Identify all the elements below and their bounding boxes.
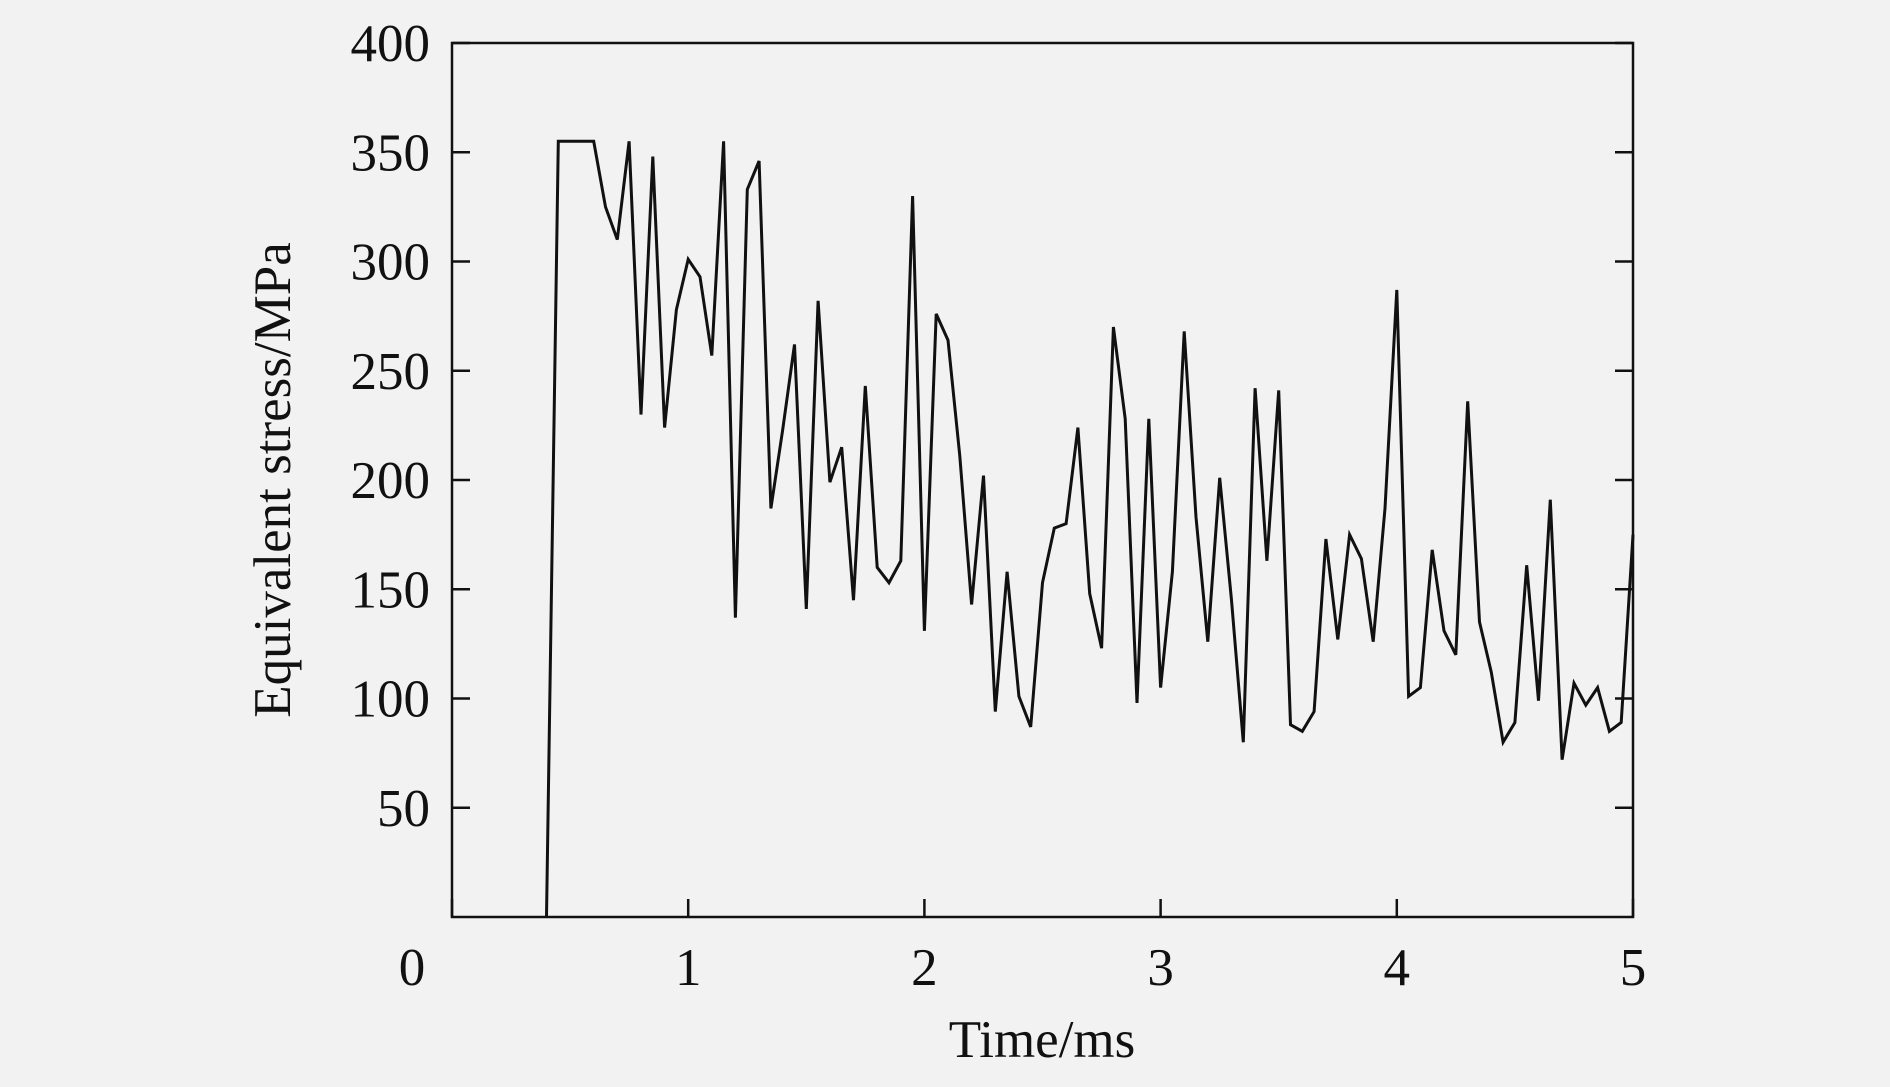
y-axis-label: Equivalent stress/MPa bbox=[244, 242, 302, 717]
y-tick-label: 250 bbox=[351, 343, 431, 401]
y-tick-label: 100 bbox=[351, 671, 431, 729]
x-tick-label: 5 bbox=[1620, 939, 1647, 997]
x-tick-label: 1 bbox=[675, 939, 702, 997]
y-tick-label: 50 bbox=[377, 780, 430, 838]
y-tick-label: 400 bbox=[351, 15, 431, 73]
x-axis-label: Time/ms bbox=[949, 1011, 1136, 1069]
y-tick-label: 200 bbox=[351, 452, 431, 510]
y-tick-label: 350 bbox=[351, 124, 431, 182]
y-tick-label: 300 bbox=[351, 234, 431, 292]
y-tick-label: 150 bbox=[351, 561, 431, 619]
data-line bbox=[545, 139, 1635, 918]
x-tick-label: 4 bbox=[1384, 939, 1411, 997]
x-tick-label: 3 bbox=[1147, 939, 1174, 997]
x-tick-label: 0 bbox=[399, 939, 426, 997]
x-tick-label: 2 bbox=[911, 939, 938, 997]
